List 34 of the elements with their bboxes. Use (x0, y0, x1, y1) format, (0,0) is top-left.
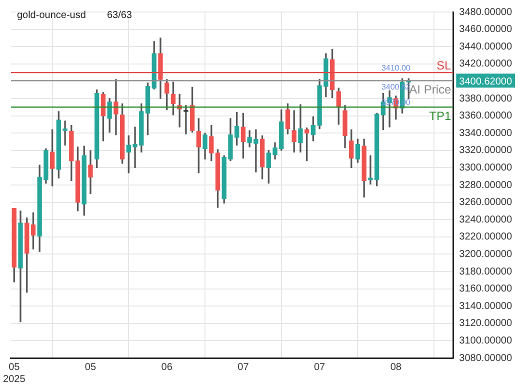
y-tick-label: 3260.00000 (459, 197, 512, 208)
y-tick-label: 3460.00000 (459, 24, 512, 36)
x-tick-label: 07 (238, 362, 250, 373)
y-tick-label: 3320.00000 (459, 145, 512, 156)
y-tick-label: 3200.00000 (459, 248, 512, 260)
x-tick-label: 07 (314, 362, 326, 373)
y-tick-label: 3380.00000 (459, 93, 512, 104)
chart-title: gold-ounce-usd (16, 10, 86, 21)
y-tick-label: 3180.00000 (459, 266, 512, 278)
x-tick-label: 05 2025 (3, 362, 26, 385)
y-tick-label: 3140.00000 (459, 300, 512, 312)
y-tick-label: 3220.00000 (459, 232, 512, 243)
y-tick-label: 3420.00000 (459, 58, 512, 70)
x-tick-label: 06 (161, 362, 173, 373)
y-tick-label: 3100.00000 (459, 335, 512, 346)
y-tick-label: 3160.00000 (459, 284, 512, 295)
y-tick-label: 3240.00000 (459, 214, 512, 226)
x-tick-label: 08 (390, 362, 402, 373)
x-tick-label: 05 (84, 362, 96, 373)
y-tick-label: 3300.00000 (459, 162, 512, 174)
ref-line-label: TP1 (429, 109, 452, 124)
annotation: 3410.00 (381, 64, 411, 73)
chart-subtitle: 63/63 (106, 10, 132, 21)
annotation: 3370.00 (381, 98, 411, 108)
ref-line-label: SL (436, 58, 452, 73)
candlestick (184, 105, 188, 134)
y-tick-label: 3080.00000 (459, 352, 512, 364)
y-tick-label: 3280.00000 (459, 180, 512, 191)
y-tick-label: 3440.00000 (459, 41, 512, 52)
y-tick-label: 3360.00000 (459, 110, 512, 122)
y-tick-label: 3480.00000 (459, 6, 512, 18)
text: 3400.62000 (459, 76, 512, 88)
y-tick-label: 3120.00000 (459, 318, 512, 330)
y-tick-label: 3340.00000 (459, 128, 512, 139)
